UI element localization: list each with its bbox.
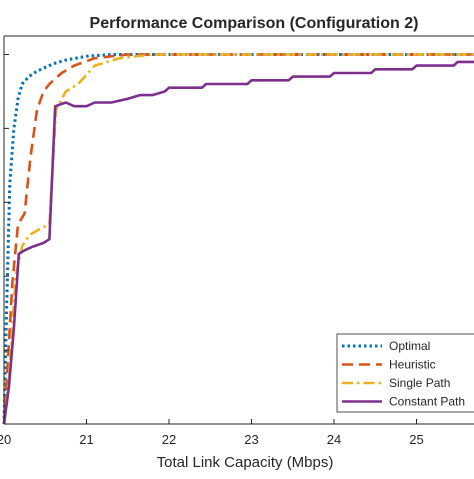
x-tick-label: 22 — [162, 432, 176, 447]
x-tick-label: 24 — [327, 432, 341, 447]
x-axis-label: Total Link Capacity (Mbps) — [157, 454, 334, 471]
legend-item: Constant Path — [342, 395, 465, 409]
tick-layer: 20 21 22 23 24 25 — [0, 53, 424, 447]
legend-label: Optimal — [389, 339, 430, 353]
legend-item: Single Path — [342, 376, 450, 390]
x-tick-label: 21 — [79, 432, 93, 447]
series-layer — [2, 53, 474, 425]
legend-item: Heuristic — [342, 358, 436, 372]
x-tick-label: 20 — [0, 432, 11, 447]
series-line-optimal — [2, 53, 474, 425]
legend: Optimal Heuristic Single Path Constant Path — [336, 333, 474, 413]
series-line-constant-path — [2, 60, 474, 425]
legend-items: Optimal Heuristic Single Path Constant Path — [342, 339, 465, 409]
x-tick-label: 23 — [244, 432, 258, 447]
legend-label: Constant Path — [389, 395, 465, 409]
x-tick-label: 25 — [409, 432, 423, 447]
chart-title: Performance Comparison (Configuration 2) — [90, 15, 419, 32]
series-line-heuristic — [2, 53, 474, 425]
legend-label: Single Path — [389, 376, 450, 390]
legend-label: Heuristic — [389, 358, 436, 372]
legend-item: Optimal — [342, 339, 430, 353]
